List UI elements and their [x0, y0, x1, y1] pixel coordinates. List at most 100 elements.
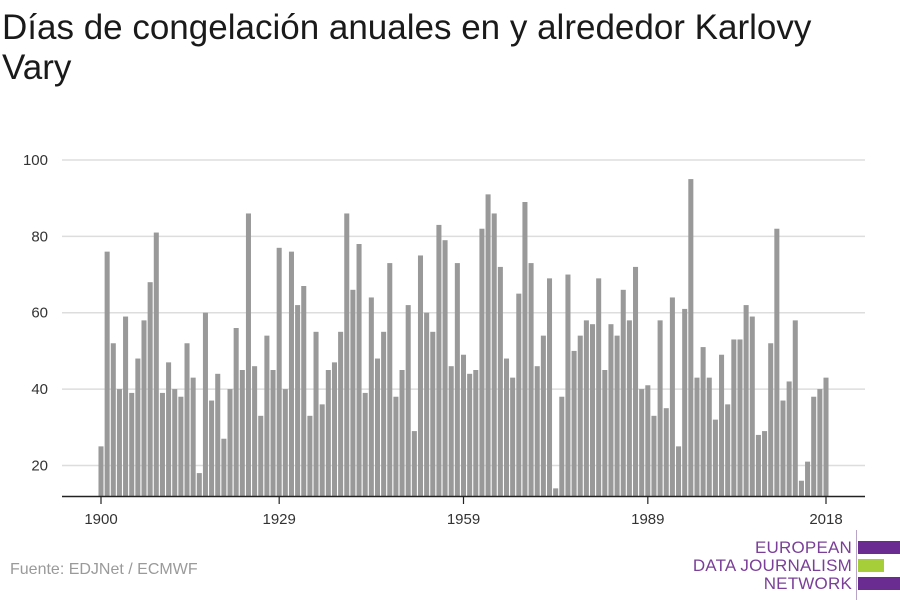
bar	[516, 293, 522, 496]
bar	[325, 370, 331, 496]
bar	[307, 415, 313, 496]
bar	[479, 228, 485, 496]
bar	[436, 224, 442, 496]
x-tick-label: 1989	[631, 511, 664, 528]
bar	[98, 446, 104, 496]
y-axis-ticks: 20 40 60 80 100	[23, 152, 48, 474]
bar	[712, 419, 718, 496]
x-tick-label: 1900	[84, 511, 117, 528]
bar	[590, 324, 596, 496]
x-axis: 1900 1929 1959 1989 2018	[62, 495, 865, 528]
bar	[430, 331, 436, 496]
bar	[405, 305, 411, 496]
logo-text-line2: DATA JOURNALISM	[692, 556, 852, 575]
bar	[104, 251, 110, 496]
bar	[688, 179, 694, 496]
bar	[178, 396, 184, 496]
bar	[467, 373, 473, 496]
bars	[98, 179, 829, 497]
bar	[510, 377, 516, 496]
bar	[116, 389, 122, 496]
bar	[227, 389, 233, 496]
y-tick-label: 80	[31, 228, 48, 245]
bar	[350, 289, 356, 496]
bar	[276, 247, 282, 496]
bar	[546, 278, 553, 496]
bar	[676, 446, 682, 496]
bar	[270, 370, 276, 496]
bar	[497, 266, 503, 496]
bar	[823, 377, 829, 496]
bar	[387, 263, 393, 496]
bar	[528, 263, 534, 496]
bar	[110, 343, 116, 496]
bar	[639, 389, 645, 496]
bar	[743, 305, 749, 496]
bar	[811, 396, 817, 496]
bar	[719, 354, 725, 496]
bar	[448, 366, 454, 496]
bar	[792, 320, 798, 496]
bar	[577, 335, 583, 496]
bar	[669, 297, 675, 496]
bar	[190, 377, 196, 496]
bar	[141, 320, 147, 496]
bar	[645, 385, 651, 496]
bar	[381, 331, 387, 496]
source-note: Fuente: EDJNet / ECMWF	[10, 561, 198, 578]
bar	[786, 381, 792, 496]
bar	[362, 392, 368, 496]
bar	[491, 213, 497, 497]
bar	[737, 339, 743, 496]
bar	[522, 202, 528, 496]
bar	[424, 312, 430, 496]
bar	[374, 358, 381, 496]
bar	[626, 320, 632, 496]
bar	[534, 366, 540, 496]
x-tick-label: 1929	[262, 511, 295, 528]
bar	[485, 194, 491, 496]
bar	[749, 316, 755, 496]
bar	[559, 396, 565, 496]
bar	[596, 278, 602, 496]
bar	[805, 461, 811, 496]
bar	[614, 335, 620, 496]
bar	[706, 377, 712, 496]
logo-bar-green	[858, 559, 884, 572]
bar	[540, 335, 546, 496]
bar	[755, 434, 761, 496]
x-tick-label: 1959	[447, 511, 480, 528]
y-tick-label: 100	[23, 152, 48, 169]
bar	[233, 328, 239, 496]
bar	[393, 396, 399, 496]
bar	[172, 389, 178, 496]
bar	[399, 370, 405, 496]
logo-text-line3: NETWORK	[763, 574, 852, 593]
logo-text-line1: EUROPEAN	[754, 538, 852, 557]
bar	[258, 415, 264, 496]
logo-bar-purple-top	[858, 541, 900, 554]
bar	[411, 431, 417, 496]
bar	[319, 404, 325, 496]
bar	[331, 362, 337, 496]
bar	[762, 431, 768, 496]
bar	[288, 251, 294, 496]
bar	[221, 438, 227, 496]
bar	[817, 389, 823, 496]
y-tick-label: 20	[31, 457, 48, 474]
bar	[651, 415, 657, 496]
bar	[583, 320, 589, 496]
y-tick-label: 60	[31, 305, 48, 322]
y-tick-label: 40	[31, 381, 48, 398]
bar	[245, 213, 251, 497]
bar	[553, 488, 559, 496]
bar	[798, 480, 804, 496]
bar	[202, 312, 208, 496]
bar	[196, 473, 202, 496]
bar	[700, 347, 706, 496]
bar	[356, 244, 362, 496]
bar	[153, 232, 159, 496]
bar	[301, 286, 307, 496]
bar	[503, 358, 510, 496]
